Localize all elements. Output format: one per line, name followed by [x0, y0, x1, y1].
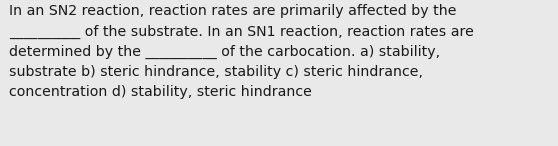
Text: In an SN2 reaction, reaction rates are primarily affected by the
__________ of t: In an SN2 reaction, reaction rates are p… [9, 4, 474, 99]
